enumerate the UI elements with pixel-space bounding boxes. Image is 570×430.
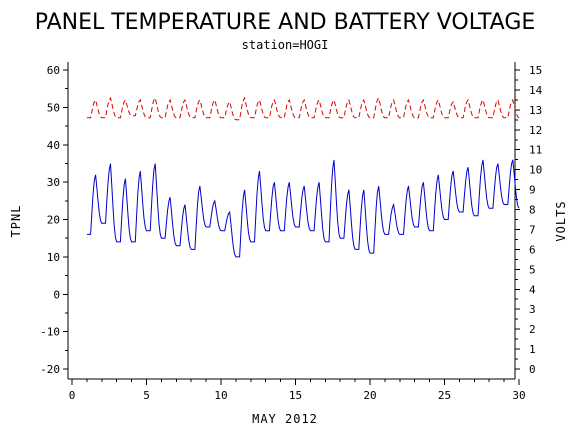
chart-title: PANEL TEMPERATURE AND BATTERY VOLTAGE bbox=[35, 10, 536, 35]
y-tick-label-right: 15 bbox=[529, 64, 542, 77]
y-tick-label-right: 10 bbox=[529, 164, 542, 177]
plot-area bbox=[67, 62, 516, 380]
series-layer bbox=[86, 96, 520, 258]
x-tick-label: 10 bbox=[214, 389, 227, 402]
chart-subtitle: station=HOGI bbox=[242, 38, 329, 52]
x-tick-label: 0 bbox=[69, 389, 76, 402]
y-tick-label-right: 11 bbox=[529, 144, 542, 157]
x-tick-label: 15 bbox=[289, 389, 302, 402]
x-tick-label: 25 bbox=[438, 389, 451, 402]
y-tick-label-right: 6 bbox=[529, 243, 536, 256]
y-tick-label-left: -10 bbox=[40, 326, 60, 339]
y-tick-label-left: 30 bbox=[47, 176, 60, 189]
y-tick-label-right: 3 bbox=[529, 303, 536, 316]
x-tick-label: 30 bbox=[512, 389, 525, 402]
y-tick-label-right: 7 bbox=[529, 223, 536, 236]
x-axis-title: MAY 2012 bbox=[252, 412, 318, 426]
y-tick-label-left: -20 bbox=[40, 363, 60, 376]
y-tick-label-left: 0 bbox=[53, 288, 60, 301]
y-tick-label-right: 1 bbox=[529, 343, 536, 356]
x-ticks: 0 5 10 15 20 25 30 bbox=[69, 379, 526, 402]
x-tick-label: 20 bbox=[363, 389, 376, 402]
y-tick-label-right: 13 bbox=[529, 104, 542, 117]
y-tick-label-left: 60 bbox=[47, 64, 60, 77]
y-ticks-left: -20 -10 0 10 20 30 40 50 60 bbox=[40, 64, 68, 376]
y-tick-label-right: 14 bbox=[529, 84, 543, 97]
y-tick-label-left: 20 bbox=[47, 214, 60, 227]
voltage-series-line bbox=[86, 96, 520, 121]
y-tick-label-left: 40 bbox=[47, 139, 60, 152]
y-tick-label-left: 50 bbox=[47, 101, 60, 114]
y-axis-right-title: VOLTS bbox=[554, 200, 568, 241]
y-tick-label-right: 4 bbox=[529, 283, 536, 296]
y-tick-label-right: 8 bbox=[529, 204, 536, 217]
y-tick-label-right: 5 bbox=[529, 263, 536, 276]
y-axis-left-title: TPNL bbox=[9, 205, 23, 238]
x-tick-label: 5 bbox=[143, 389, 150, 402]
y-tick-label-right: 12 bbox=[529, 124, 542, 137]
y-tick-label-left: 10 bbox=[47, 251, 60, 264]
y-tick-label-right: 9 bbox=[529, 184, 536, 197]
y-tick-label-right: 0 bbox=[529, 363, 536, 376]
temperature-series-line bbox=[86, 159, 520, 258]
y-tick-label-right: 2 bbox=[529, 323, 536, 336]
